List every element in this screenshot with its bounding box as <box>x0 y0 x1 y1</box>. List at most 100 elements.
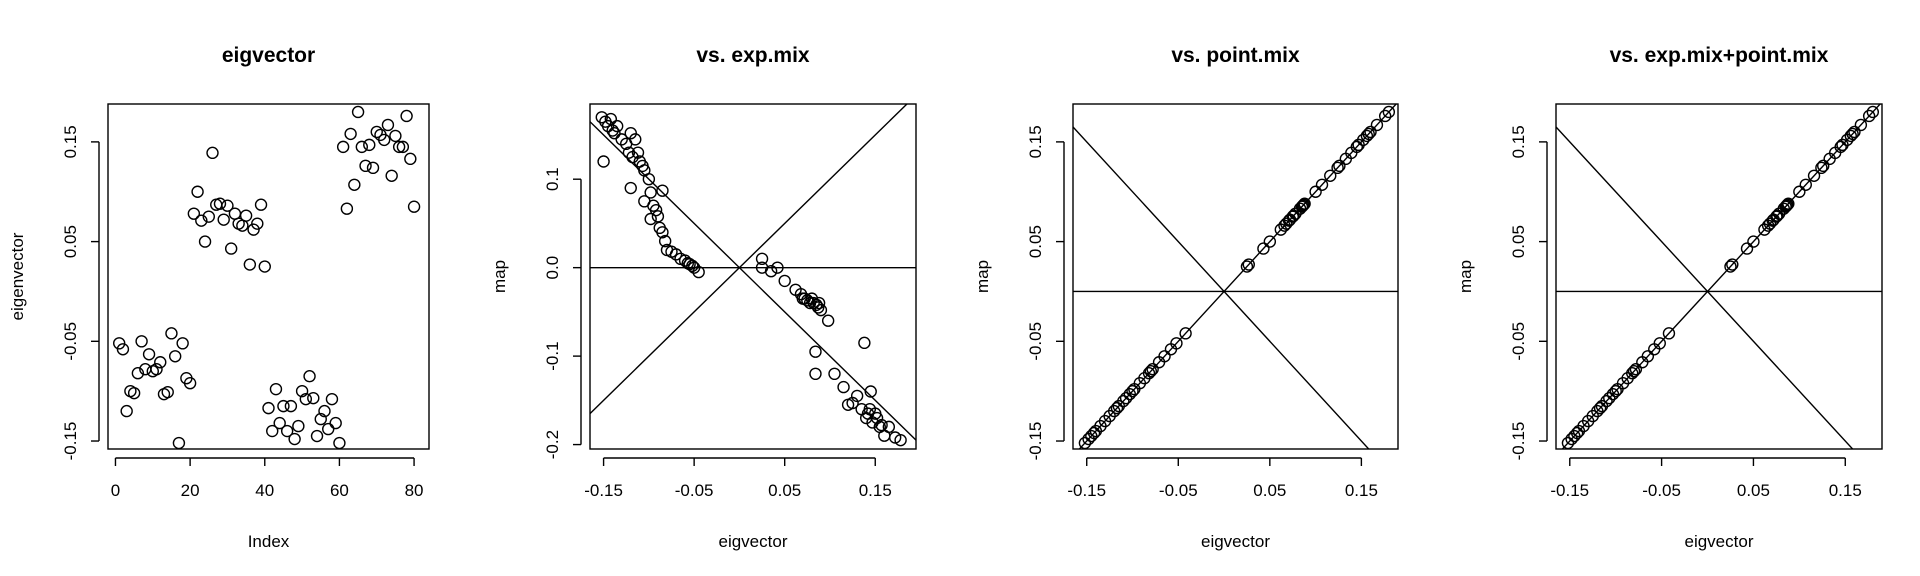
y-tick-label: -0.05 <box>61 322 80 361</box>
data-point <box>1362 127 1375 141</box>
data-point <box>1142 367 1156 380</box>
data-point <box>807 296 820 310</box>
data-point <box>359 159 372 173</box>
data-point <box>1297 198 1310 211</box>
data-point <box>407 200 421 213</box>
plot-frame <box>107 103 430 450</box>
data-point <box>656 226 669 239</box>
data-point <box>348 178 361 191</box>
y-tick-label: -0.15 <box>61 422 80 461</box>
data-point <box>1364 125 1377 139</box>
data-point <box>644 212 657 226</box>
data-point <box>1295 200 1309 213</box>
data-point <box>778 274 791 288</box>
data-point <box>404 152 417 166</box>
y-tick-label: -0.1 <box>543 341 562 370</box>
x-tick-label: 0.15 <box>1345 481 1378 500</box>
data-point <box>363 138 376 152</box>
data-point <box>378 133 391 147</box>
data-point <box>1280 217 1293 230</box>
data-point <box>336 140 350 154</box>
data-point <box>150 363 163 376</box>
data-point <box>1309 185 1322 198</box>
data-point <box>1815 161 1828 175</box>
data-point <box>658 234 672 248</box>
data-point <box>608 126 621 140</box>
data-point <box>1763 217 1777 230</box>
data-point <box>1126 384 1139 398</box>
data-point <box>217 213 230 226</box>
data-point <box>1333 159 1346 173</box>
chart-title: vs. exp.mix+point.mix <box>1610 44 1829 67</box>
data-point <box>1817 159 1830 173</box>
data-point <box>258 260 271 273</box>
y-axis-label: map <box>1456 260 1475 293</box>
data-point <box>187 207 201 220</box>
y-tick-label: 0.1 <box>543 167 562 191</box>
data-point <box>1740 242 1754 255</box>
data-point <box>1609 384 1622 398</box>
data-point <box>154 356 167 369</box>
data-point <box>314 412 327 426</box>
x-tick-label: 20 <box>181 481 200 500</box>
data-point <box>277 399 290 413</box>
data-point <box>1844 129 1857 143</box>
data-point <box>644 186 657 199</box>
x-tick-label: -0.15 <box>584 481 623 500</box>
data-point <box>656 184 669 197</box>
data-point <box>629 133 642 146</box>
plot-frame <box>1072 103 1399 450</box>
data-point <box>850 389 864 403</box>
data-point <box>864 385 877 398</box>
data-point <box>396 140 410 154</box>
data-point <box>322 422 335 436</box>
data-point <box>1110 401 1124 415</box>
data-point <box>340 202 354 215</box>
data-point <box>247 223 260 236</box>
data-point <box>251 217 264 230</box>
data-point <box>1793 185 1806 198</box>
data-point <box>631 146 645 159</box>
x-tick-label: 0 <box>111 481 120 500</box>
data-point <box>1331 161 1344 175</box>
data-point <box>366 161 380 175</box>
data-point <box>606 124 619 137</box>
data-point <box>1350 140 1364 154</box>
data-point <box>239 209 253 222</box>
data-point <box>1846 127 1859 141</box>
data-point <box>1782 197 1795 210</box>
chart-panel-4: vs. exp.mix+point.mix -0.15 -0.05 0.05 0.15 -… <box>1456 44 1883 551</box>
y-tick-label: 0.05 <box>61 225 80 258</box>
data-point <box>1862 109 1876 123</box>
data-point <box>837 380 850 394</box>
data-point <box>764 264 778 278</box>
chart-title: vs. point.mix <box>1171 44 1300 67</box>
data-point <box>1119 391 1133 405</box>
data-point <box>161 385 174 399</box>
data-point <box>692 265 705 279</box>
data-point <box>1653 337 1666 350</box>
x-tick-label: 40 <box>255 481 274 500</box>
data-point <box>355 140 369 154</box>
data-point <box>1382 105 1396 119</box>
x-tick-label: -0.05 <box>675 481 714 500</box>
data-point <box>894 433 907 447</box>
data-point <box>1561 436 1575 450</box>
y-tick-label: -0.05 <box>1026 322 1045 361</box>
data-point <box>796 292 810 305</box>
data-point <box>610 119 624 133</box>
y-axis-label: map <box>490 260 509 293</box>
data-point <box>870 411 884 425</box>
data-point <box>601 119 615 133</box>
data-point <box>370 125 383 139</box>
data-point <box>325 392 339 406</box>
data-point <box>828 367 841 381</box>
data-point <box>183 376 197 390</box>
data-point <box>846 396 859 410</box>
data-point <box>1240 260 1254 273</box>
data-point <box>266 424 279 438</box>
x-tick-label: 80 <box>405 481 424 500</box>
reference-line <box>590 121 916 441</box>
data-point <box>243 258 257 271</box>
